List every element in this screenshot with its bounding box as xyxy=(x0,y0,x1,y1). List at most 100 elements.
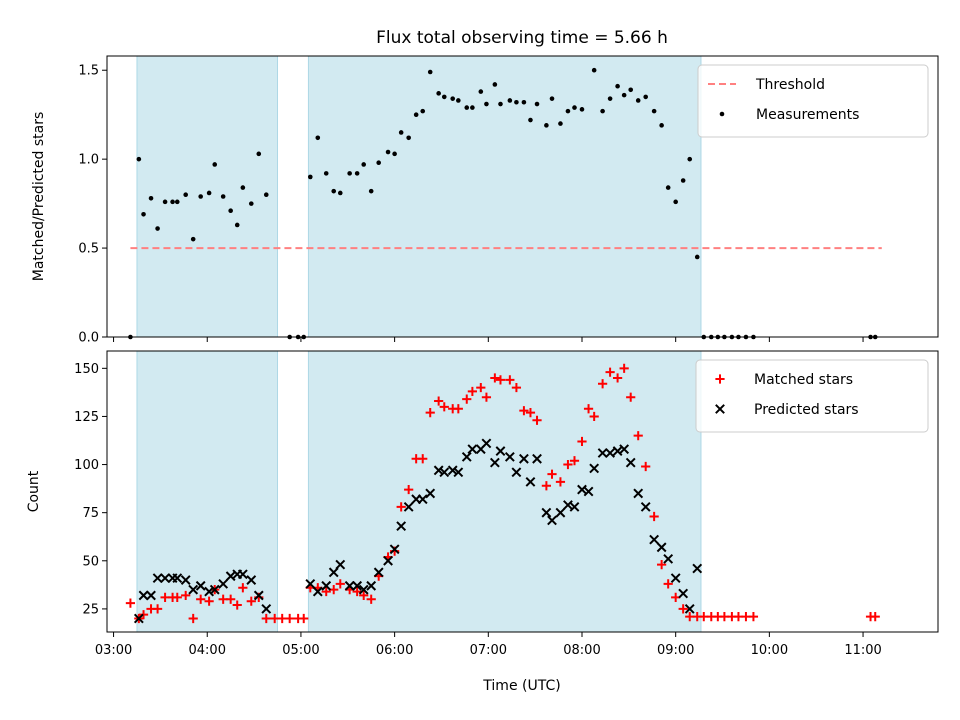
y-tick-label: 125 xyxy=(74,410,99,425)
y-tick-label: 100 xyxy=(74,458,99,473)
x-tick-label: 05:00 xyxy=(282,643,319,658)
series-matched-stars xyxy=(125,363,880,624)
data-point xyxy=(583,486,594,497)
data-point xyxy=(398,130,404,135)
data-point xyxy=(331,188,337,194)
data-point xyxy=(525,476,536,487)
y-tick-label: 25 xyxy=(82,602,99,617)
data-point xyxy=(226,594,236,604)
data-point xyxy=(569,456,580,466)
data-point xyxy=(315,135,321,141)
data-point xyxy=(619,363,629,373)
data-point xyxy=(155,226,160,231)
data-point xyxy=(138,610,149,620)
data-point xyxy=(643,94,648,100)
data-point xyxy=(464,105,470,110)
x-tick-label: 08:00 xyxy=(563,643,600,658)
data-point xyxy=(366,580,377,591)
y-tick-label: 1.5 xyxy=(78,64,99,79)
data-point xyxy=(232,600,242,610)
data-point xyxy=(220,194,226,199)
data-point xyxy=(413,112,419,117)
data-point xyxy=(373,567,384,578)
data-point xyxy=(563,500,573,510)
data-point xyxy=(748,612,759,622)
data-point xyxy=(418,454,428,464)
data-point xyxy=(427,69,433,75)
data-point xyxy=(234,222,240,228)
data-point xyxy=(598,379,608,389)
y-tick-label: 75 xyxy=(82,506,99,521)
data-point xyxy=(626,392,636,402)
data-point xyxy=(238,583,248,593)
data-point xyxy=(321,586,331,597)
data-point xyxy=(383,555,393,566)
axes-frame xyxy=(106,350,939,633)
data-point xyxy=(673,199,678,205)
legend-marker xyxy=(719,111,725,117)
data-point xyxy=(160,573,170,584)
data-point xyxy=(481,438,492,449)
data-point xyxy=(605,448,616,458)
legend-marker xyxy=(715,404,725,414)
data-point xyxy=(307,174,313,180)
y-axis-label: Count xyxy=(26,470,42,512)
data-point xyxy=(312,586,323,597)
data-point xyxy=(323,171,329,176)
data-point xyxy=(240,185,246,190)
data-point xyxy=(453,467,464,478)
data-point xyxy=(198,194,203,199)
data-point xyxy=(504,451,515,462)
data-point xyxy=(352,586,362,597)
data-point xyxy=(146,590,156,601)
data-point xyxy=(633,431,643,441)
chart-title: Flux total observing time = 5.66 h xyxy=(376,28,668,48)
data-point xyxy=(547,515,557,526)
data-point xyxy=(532,415,542,425)
data-point xyxy=(678,604,688,614)
data-point xyxy=(492,82,498,87)
data-point xyxy=(605,367,615,377)
data-point xyxy=(366,594,376,604)
data-point xyxy=(436,91,441,96)
data-point xyxy=(597,448,608,458)
data-point xyxy=(183,192,188,198)
data-point xyxy=(285,613,295,624)
data-point xyxy=(612,373,623,383)
data-point xyxy=(180,575,191,585)
data-point xyxy=(659,123,664,128)
data-point xyxy=(188,613,198,624)
data-point xyxy=(514,99,519,105)
data-point xyxy=(544,123,549,128)
x-axis-label: Time (UTC) xyxy=(482,678,560,694)
data-point xyxy=(404,484,414,495)
data-point xyxy=(583,404,594,414)
data-point xyxy=(425,488,436,499)
count-panel: 03:00 04:00 05:00 06:00 07:00 08:00 09:00 10:00… xyxy=(26,350,939,658)
data-point xyxy=(577,484,587,495)
data-point xyxy=(396,521,407,532)
data-point xyxy=(406,135,411,141)
data-point xyxy=(417,494,428,505)
y-tick-label: 50 xyxy=(82,554,99,569)
data-point xyxy=(663,553,674,564)
data-point xyxy=(392,151,397,157)
data-point xyxy=(359,590,369,601)
data-point xyxy=(518,453,529,464)
data-point xyxy=(305,578,316,589)
observing-window xyxy=(307,55,702,338)
data-point xyxy=(358,584,369,595)
x-tick-label: 09:00 xyxy=(657,643,694,658)
data-point xyxy=(607,96,613,101)
data-point xyxy=(470,105,475,110)
data-point xyxy=(511,382,522,393)
data-point xyxy=(344,580,355,591)
data-point xyxy=(389,544,400,555)
data-point xyxy=(385,149,391,155)
data-point xyxy=(615,83,620,89)
data-point xyxy=(467,386,477,397)
data-point xyxy=(612,446,623,456)
data-point xyxy=(376,160,381,166)
data-point xyxy=(204,586,215,597)
data-point xyxy=(633,488,644,499)
